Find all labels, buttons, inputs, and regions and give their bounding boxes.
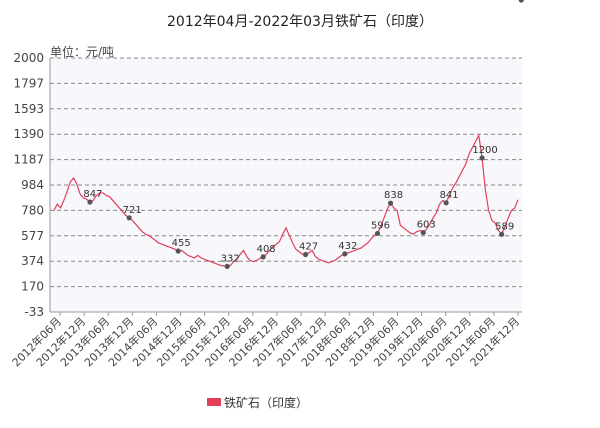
data-marker <box>303 251 309 258</box>
y-tick-label: 1797 <box>13 76 44 90</box>
data-label: 838 <box>384 190 403 201</box>
data-label: 596 <box>371 220 390 231</box>
data-label: 1200 <box>472 145 497 156</box>
data-marker <box>420 229 426 236</box>
data-marker <box>126 215 132 221</box>
data-marker <box>518 0 524 3</box>
data-label: 432 <box>338 241 357 252</box>
data-marker <box>342 251 348 257</box>
y-tick-label: 780 <box>21 203 44 217</box>
data-label: 841 <box>440 190 459 201</box>
y-tick-label: -33 <box>24 305 44 319</box>
y-tick-label: 1390 <box>13 127 44 141</box>
y-tick-label: 170 <box>21 280 44 294</box>
series-line-iron-ore-india <box>53 133 519 268</box>
data-marker <box>499 231 505 237</box>
data-label: 847 <box>83 189 102 200</box>
legend: 铁矿石（印度） <box>207 395 308 410</box>
data-label: 332 <box>221 253 240 264</box>
legend-swatch <box>207 398 221 406</box>
data-labels: 847 721 455 332 408 427 432 596 838 603 841 1200 589… <box>83 0 533 264</box>
data-marker <box>224 263 230 269</box>
data-marker <box>387 200 394 206</box>
data-marker <box>374 230 381 237</box>
data-marker <box>175 248 181 254</box>
grid-lines <box>50 57 522 288</box>
data-label: 427 <box>299 242 318 253</box>
y-tick-label: 2000 <box>13 51 44 65</box>
y-tick-label: 1187 <box>13 153 44 167</box>
x-axis-ticks: 2012年06月2012年12月2013年06月2013年12月2014年06月… <box>9 312 522 369</box>
y-tick-label: 1593 <box>13 102 44 116</box>
data-marker <box>479 155 485 161</box>
unit-label: 单位：元/吨 <box>50 44 114 59</box>
data-label: 589 <box>495 221 514 232</box>
y-tick-label: 577 <box>21 229 44 243</box>
y-axis-ticks: 2000 1797 1593 1390 1187 984 780 577 374 170 -33 <box>13 51 44 319</box>
data-label: 721 <box>123 205 142 216</box>
data-label: 455 <box>172 238 191 249</box>
y-tick-label: 374 <box>21 254 44 268</box>
data-marker <box>443 200 449 206</box>
data-marker <box>260 254 266 260</box>
data-marker <box>87 199 93 205</box>
data-label: 408 <box>257 244 276 255</box>
chart-title: 2012年04月-2022年03月铁矿石（印度） <box>167 14 433 30</box>
data-label: 866 <box>515 0 534 3</box>
y-tick-label: 984 <box>21 178 44 192</box>
data-markers <box>87 0 524 269</box>
legend-item-iron-ore-india: 铁矿石（印度） <box>224 395 308 410</box>
data-label: 603 <box>417 220 436 231</box>
